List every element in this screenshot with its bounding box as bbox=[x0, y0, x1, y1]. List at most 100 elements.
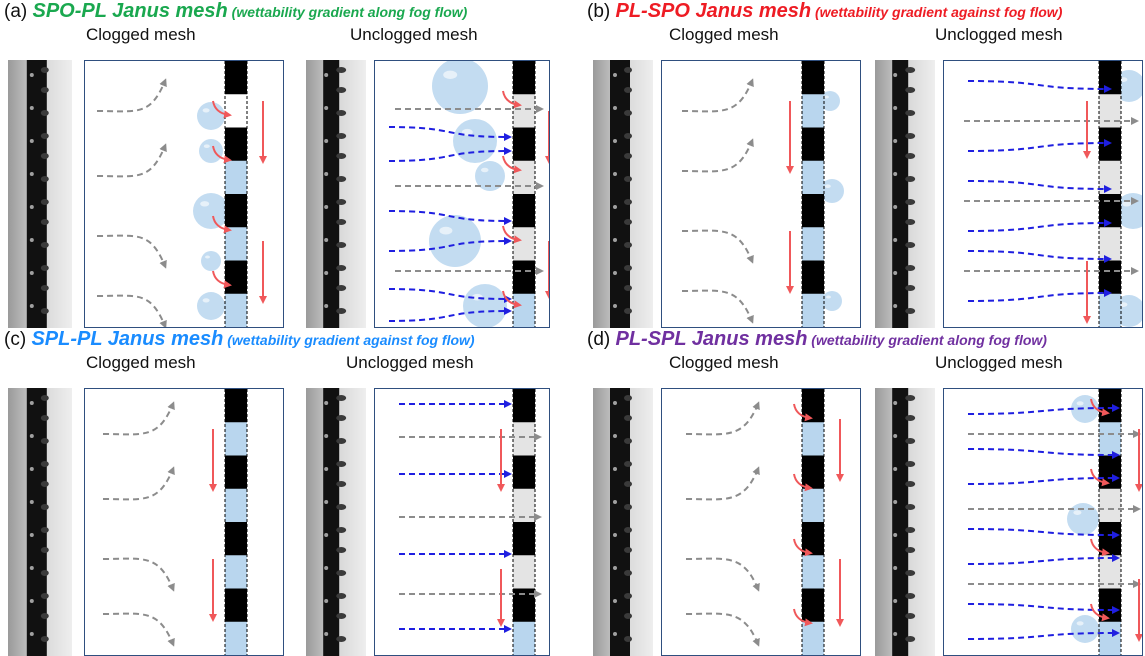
mesh-wire-icon bbox=[513, 61, 535, 95]
droplet-icon bbox=[40, 242, 49, 248]
droplet-icon bbox=[905, 481, 916, 487]
droplet-icon bbox=[624, 613, 632, 619]
droplet-icon bbox=[905, 593, 916, 599]
panel-b-unclogged-label: Unclogged mesh bbox=[935, 25, 1063, 44]
mesh-opening bbox=[513, 293, 535, 327]
droplet-highlight-icon bbox=[893, 106, 898, 110]
droplet-icon bbox=[624, 87, 632, 93]
droplet-highlight-icon bbox=[613, 304, 617, 308]
panel-d-gradient-note: (wettability gradient along fog flow) bbox=[807, 332, 1047, 348]
mesh-wire-icon bbox=[513, 455, 535, 490]
panel-a-unclogged-label: Unclogged mesh bbox=[350, 25, 478, 44]
droplet-highlight-icon bbox=[29, 172, 34, 176]
mesh-opening bbox=[513, 227, 535, 261]
droplet-icon bbox=[336, 461, 347, 467]
mesh-opening bbox=[513, 94, 535, 128]
panel-a-unclogged-schematic bbox=[374, 60, 550, 328]
droplet-highlight-icon bbox=[324, 632, 329, 636]
mesh-wire-icon bbox=[323, 60, 340, 328]
fog-flow-arrow-icon bbox=[967, 219, 1112, 232]
droplet-highlight-icon bbox=[613, 106, 617, 110]
droplet-icon bbox=[336, 133, 347, 139]
droplet-highlight-icon bbox=[29, 533, 34, 537]
droplet-icon bbox=[624, 176, 632, 182]
drain-arrow-icon bbox=[793, 403, 813, 422]
droplet-highlight-icon bbox=[893, 139, 898, 143]
droplet-icon bbox=[905, 570, 916, 576]
fog-flow-arrow-icon bbox=[685, 557, 760, 592]
droplet-icon bbox=[1071, 615, 1099, 643]
fog-flow-arrow-icon bbox=[102, 612, 175, 647]
drain-arrow-icon bbox=[1090, 398, 1110, 417]
droplet-highlight-icon bbox=[824, 95, 829, 99]
panel-c-gradient-note: (wettability gradient against fog flow) bbox=[223, 332, 475, 348]
mesh-opening bbox=[225, 555, 247, 589]
droplet-highlight-icon bbox=[893, 533, 898, 537]
mesh-wire-icon bbox=[610, 388, 630, 656]
droplet-highlight-icon bbox=[324, 599, 329, 603]
droplet-highlight-icon bbox=[1122, 201, 1132, 207]
mesh-opening bbox=[225, 621, 247, 655]
droplet-icon bbox=[1071, 395, 1099, 423]
droplet-highlight-icon bbox=[1076, 621, 1084, 626]
droplet-highlight-icon bbox=[613, 467, 617, 471]
droplet-highlight-icon bbox=[29, 467, 34, 471]
droplet-icon bbox=[905, 438, 916, 444]
droplet-icon bbox=[624, 570, 632, 576]
droplet-highlight-icon bbox=[613, 632, 617, 636]
droplet-highlight-icon bbox=[29, 73, 34, 77]
droplet-highlight-icon bbox=[439, 226, 453, 235]
droplet-icon bbox=[336, 199, 347, 205]
droplet-icon bbox=[336, 308, 347, 314]
panel-b-mesh-name: PL-SPO Janus mesh bbox=[615, 0, 812, 22]
droplet-highlight-icon bbox=[613, 73, 617, 77]
panel-a-gradient-note: (wettability gradient along fog flow) bbox=[227, 4, 468, 20]
droplet-icon bbox=[40, 285, 49, 291]
droplet-icon bbox=[336, 527, 347, 533]
droplet-highlight-icon bbox=[893, 434, 898, 438]
droplet-icon bbox=[624, 242, 632, 248]
mesh-wire-icon bbox=[802, 194, 824, 228]
mesh-wire-icon bbox=[802, 127, 824, 162]
droplet-icon bbox=[905, 176, 916, 182]
droplet-icon bbox=[40, 133, 49, 139]
mesh-wire-icon bbox=[802, 61, 824, 95]
panel-a-clogged-schematic bbox=[84, 60, 284, 328]
fog-flow-arrow-icon bbox=[681, 229, 754, 264]
panel-d-unclogged-photo bbox=[875, 388, 935, 656]
droplet-icon bbox=[40, 87, 49, 93]
mesh-opening bbox=[513, 621, 535, 655]
droplet-icon bbox=[40, 527, 49, 533]
mesh-wire-icon bbox=[26, 60, 47, 328]
droplet-highlight-icon bbox=[324, 304, 329, 308]
fog-flow-arrow-icon bbox=[967, 528, 1120, 539]
drain-arrow-icon bbox=[212, 145, 232, 164]
droplet-icon bbox=[40, 199, 49, 205]
droplet-icon bbox=[40, 461, 49, 467]
fog-flow-arrow-icon bbox=[681, 78, 754, 113]
droplet-icon bbox=[336, 570, 347, 576]
fog-flow-arrow-icon bbox=[685, 612, 760, 647]
droplet-icon bbox=[905, 547, 916, 553]
mesh-wire-icon bbox=[1099, 455, 1121, 490]
panel-c-label: (c) bbox=[4, 329, 32, 350]
droplet-icon bbox=[624, 481, 632, 487]
panel-d-clogged-photo bbox=[593, 388, 653, 656]
droplet-highlight-icon bbox=[613, 533, 617, 537]
droplet-highlight-icon bbox=[893, 304, 898, 308]
mesh-opening bbox=[225, 160, 247, 195]
fog-flow-arrow-icon bbox=[967, 80, 1112, 93]
fog-flow-arrow-icon bbox=[388, 126, 512, 141]
fog-flow-arrow-icon bbox=[388, 147, 512, 162]
droplet-highlight-icon bbox=[324, 401, 329, 405]
droplet-icon bbox=[336, 67, 347, 73]
panel-c-unclogged-label: Unclogged mesh bbox=[346, 353, 474, 372]
droplet-icon bbox=[905, 110, 916, 116]
mesh-wire-icon bbox=[225, 127, 247, 162]
droplet-highlight-icon bbox=[613, 271, 617, 275]
droplet-highlight-icon bbox=[893, 271, 898, 275]
droplet-icon bbox=[905, 67, 916, 73]
fog-flow-arrow-icon bbox=[102, 466, 175, 501]
fog-flow-arrow-icon bbox=[967, 289, 1112, 302]
fog-flow-arrow-icon bbox=[96, 234, 167, 269]
